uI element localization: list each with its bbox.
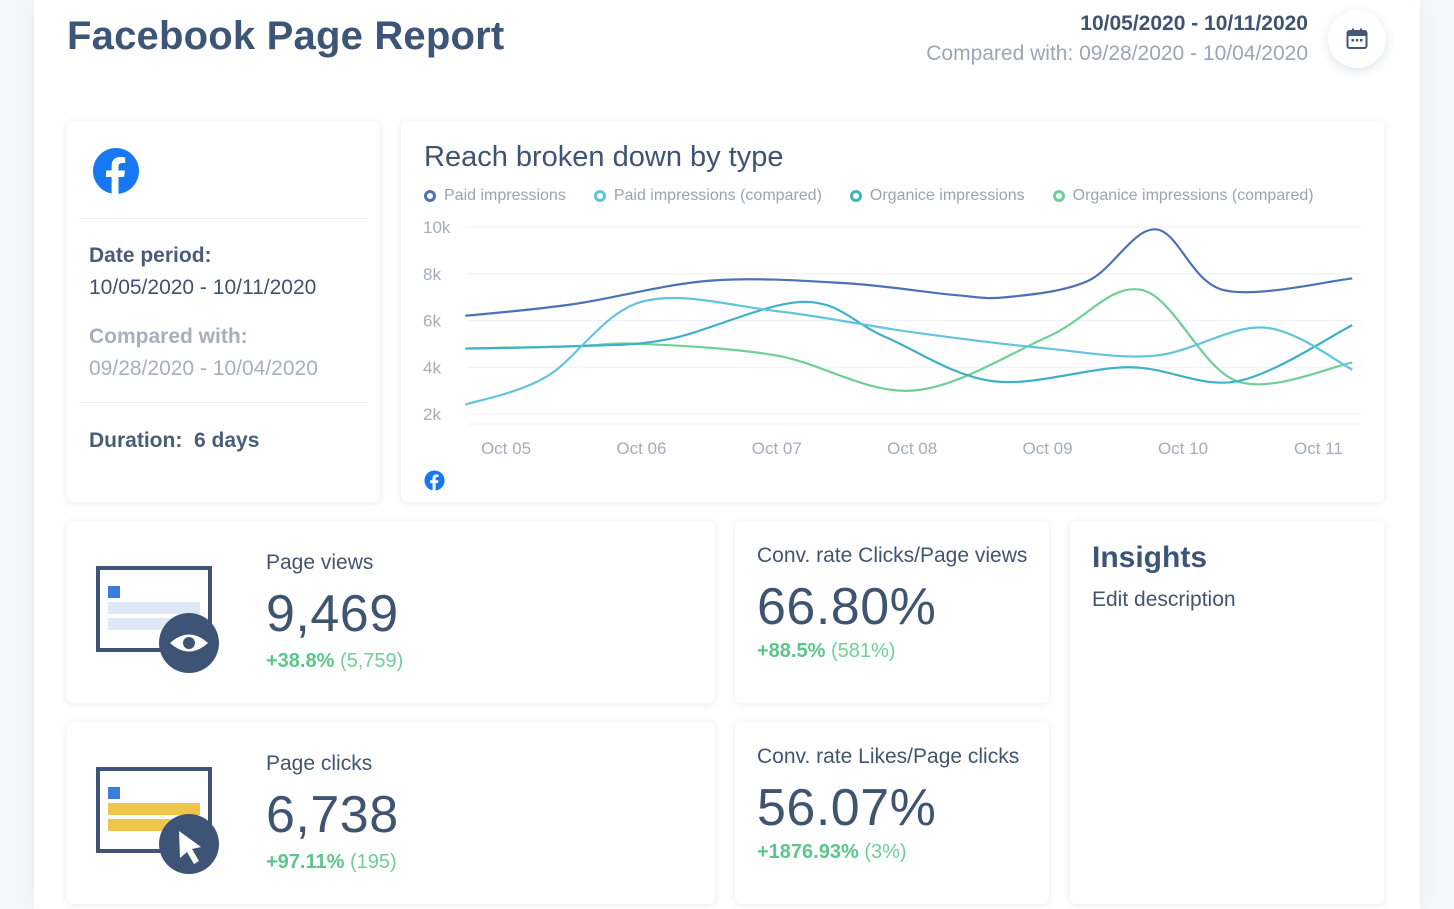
page-views-value: 9,469: [266, 585, 399, 643]
duration-label: Duration:: [89, 429, 183, 452]
duration-value: 6 days: [194, 429, 260, 452]
duration: Duration: 6 days: [89, 429, 259, 453]
y-tick-label: 2k: [423, 405, 441, 424]
page-title: Facebook Page Report: [67, 14, 505, 58]
facebook-source-icon: [424, 470, 445, 496]
y-tick-label: 8k: [423, 265, 441, 284]
delta-compared: (195): [349, 851, 397, 873]
date-period-label: Date period:: [89, 244, 212, 267]
page-clicks-delta: +97.11% (195): [266, 851, 397, 874]
page-clicks-label: Page clicks: [266, 752, 373, 775]
series-line[interactable]: [465, 296, 1353, 406]
series-line[interactable]: [465, 300, 1353, 384]
y-tick-label: 6k: [423, 312, 441, 331]
reach-chart-card: 10k 8k 6k 4k 2k Oct 05 Oct 06 Oct 07 Oct 08 Oct 0…: [401, 121, 1384, 502]
page-clicks-icon: [96, 767, 222, 882]
x-tick-label: Oct 05: [481, 439, 531, 458]
insights-title: Insights: [1092, 541, 1208, 574]
page-clicks-card: Page clicks 6,738 +97.11% (195): [67, 722, 715, 904]
page-views-delta: +38.8% (5,759): [266, 650, 403, 673]
legend-item[interactable]: Organice impressions: [849, 187, 1025, 205]
delta-percent: +97.11%: [266, 851, 345, 873]
page-views-label: Page views: [266, 551, 374, 574]
delta-compared: (581%): [830, 640, 896, 662]
conv-rate-clicks-delta: +88.5% (581%): [757, 640, 895, 663]
legend-item[interactable]: Organice impressions (compared): [1052, 187, 1314, 205]
legend-label: Paid impressions: [444, 187, 566, 204]
delta-percent: +38.8%: [266, 650, 335, 672]
conv-rate-clicks-value: 66.80%: [757, 578, 937, 636]
page-views-card: Page views 9,469 +38.8% (5,759): [67, 521, 715, 703]
legend-label: Organice impressions: [869, 187, 1025, 204]
date-info-card: Date period: 10/05/2020 - 10/11/2020 Com…: [67, 121, 380, 502]
x-tick-label: Oct 06: [616, 439, 666, 458]
conv-rate-likes-value: 56.07%: [757, 779, 937, 837]
x-tick-label: Oct 10: [1158, 439, 1208, 458]
x-tick-label: Oct 11: [1294, 439, 1343, 458]
reach-chart: 10k 8k 6k 4k 2k Oct 05 Oct 06 Oct 07 Oct 08 Oct 0…: [423, 218, 1361, 458]
x-tick-label: Oct 08: [887, 439, 937, 458]
calendar-button[interactable]: [1328, 10, 1386, 68]
page-clicks-value: 6,738: [266, 786, 399, 844]
legend-item[interactable]: Paid impressions: [424, 187, 566, 205]
compared-range: Compared with: 09/28/2020 - 10/04/2020: [926, 42, 1308, 65]
legend-marker-icon: [1052, 190, 1065, 202]
legend-label: Organice impressions (compared): [1072, 187, 1314, 204]
edit-description-link[interactable]: Edit description: [1092, 588, 1236, 611]
legend-label: Paid impressions (compared): [613, 187, 822, 204]
legend-marker-icon: [593, 190, 606, 202]
delta-percent: +1876.93%: [757, 841, 859, 863]
conv-rate-likes-label: Conv. rate Likes/Page clicks: [757, 745, 1020, 768]
delta-compared: (3%): [864, 841, 907, 863]
y-tick-label: 4k: [423, 358, 441, 377]
chart-title: Reach broken down by type: [424, 141, 784, 173]
x-tick-label: Oct 07: [752, 439, 802, 458]
divider: [79, 402, 368, 403]
legend-marker-icon: [424, 190, 436, 202]
divider: [79, 218, 368, 219]
calendar-icon: [1346, 28, 1368, 49]
conv-rate-likes-delta: +1876.93% (3%): [757, 841, 907, 864]
delta-percent: +88.5%: [757, 640, 826, 662]
insights-card: Insights Edit description: [1070, 521, 1384, 904]
legend-item[interactable]: Paid impressions (compared): [593, 187, 822, 205]
y-tick-label: 10k: [423, 218, 451, 237]
conv-rate-clicks-card: Conv. rate Clicks/Page views 66.80% +88.…: [735, 521, 1049, 703]
x-tick-label: Oct 09: [1023, 439, 1073, 458]
facebook-logo-icon: [92, 147, 140, 200]
compared-value: 09/28/2020 - 10/04/2020: [89, 357, 318, 380]
date-period-value: 10/05/2020 - 10/11/2020: [89, 276, 317, 299]
series-line[interactable]: [465, 228, 1353, 317]
conv-rate-clicks-label: Conv. rate Clicks/Page views: [757, 544, 1028, 567]
page-views-icon: [96, 566, 222, 681]
compared-label: Compared with:: [89, 325, 248, 348]
conv-rate-likes-card: Conv. rate Likes/Page clicks 56.07% +187…: [735, 722, 1049, 904]
series-line[interactable]: [465, 288, 1353, 392]
date-range: 10/05/2020 - 10/11/2020: [1080, 12, 1308, 35]
date-range-block: 10/05/2020 - 10/11/2020 Compared with: 0…: [926, 12, 1308, 66]
delta-compared: (5,759): [339, 650, 404, 672]
chart-legend: Paid impressions Paid impressions (compa…: [424, 187, 1314, 205]
legend-marker-icon: [849, 190, 862, 202]
